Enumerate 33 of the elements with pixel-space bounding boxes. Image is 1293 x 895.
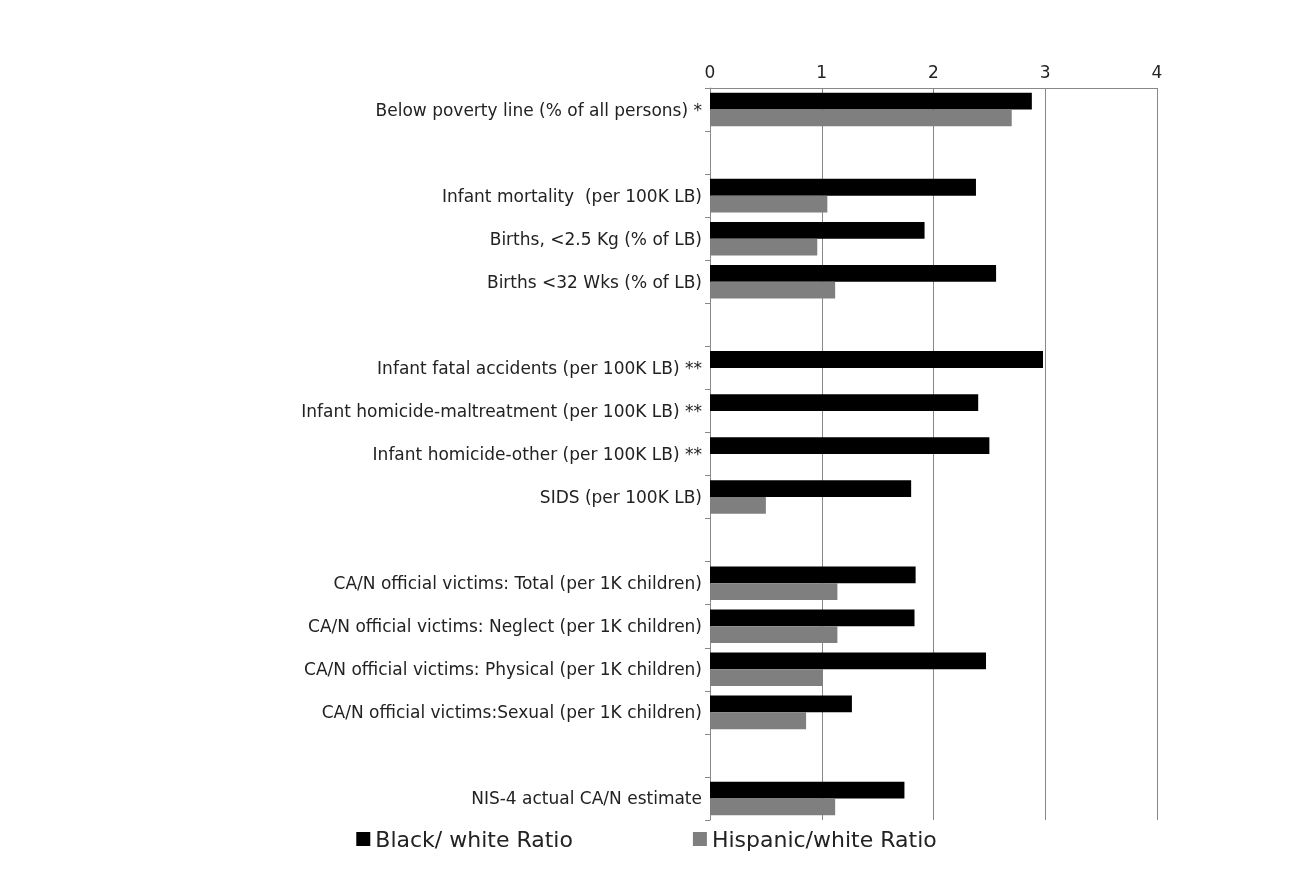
bar — [710, 781, 905, 799]
bar — [710, 394, 979, 411]
y-tick-label: Births <32 Wks (% of LB) — [486, 271, 702, 292]
bar — [710, 652, 987, 670]
bar — [710, 264, 997, 282]
y-tick-label: Infant fatal accidents (per 100K LB) ** — [377, 357, 702, 378]
bar — [710, 695, 852, 713]
x-tick-label: 0 — [704, 61, 716, 82]
bar — [710, 566, 916, 584]
y-tick-label: Infant homicide-other (per 100K LB) ** — [372, 444, 702, 464]
x-tick-label: 1 — [816, 61, 828, 82]
bar — [710, 221, 925, 239]
legend-label: Hispanic/white Ratio — [711, 826, 937, 852]
x-tick-label: 4 — [1151, 61, 1163, 82]
y-tick-label: NIS-4 actual CA/N estimate — [471, 788, 702, 809]
y-tick-label: CA/N official victims: Total (per 1K children) — [333, 573, 702, 594]
bar — [710, 351, 1044, 368]
y-tick-label: Below poverty line (% of all persons) * — [375, 99, 702, 120]
y-tick-label: SIDS (per 100K LB) — [539, 487, 702, 508]
y-tick-label: CA/N official victims: Neglect (per 1K children) — [308, 616, 702, 637]
bar — [710, 178, 976, 196]
bar — [710, 437, 990, 454]
y-tick-label: CA/N official victims:Sexual (per 1K children) — [321, 702, 702, 723]
y-tick-label: CA/N official victims: Physical (per 1K children) — [304, 659, 702, 680]
x-tick-label: 2 — [928, 61, 939, 82]
bar — [710, 480, 912, 498]
y-tick-label: Births, <2.5 Kg (% of LB) — [489, 228, 702, 249]
x-tick-label: 3 — [1039, 61, 1051, 82]
legend-label: Black/ white Ratio — [375, 826, 573, 852]
bar — [710, 92, 1032, 110]
y-tick-label: Infant homicide-maltreatment (per 100K LB) ** — [301, 400, 702, 421]
bar — [710, 609, 915, 627]
y-tick-label: Infant mortality (per 100K LB) — [441, 185, 702, 206]
